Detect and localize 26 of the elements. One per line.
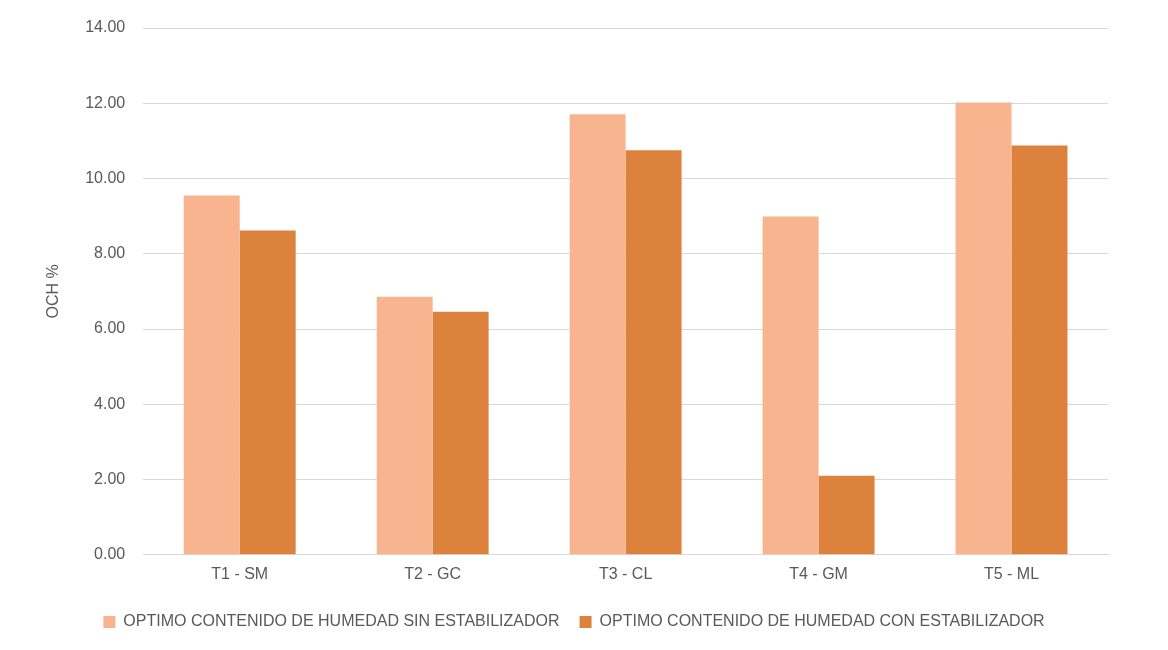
legend-label: OPTIMO CONTENIDO DE HUMEDAD SIN ESTABILIZADOR <box>123 612 560 630</box>
bar <box>432 311 489 555</box>
bar <box>625 150 682 555</box>
y-tick-label: 2.00 <box>94 469 126 487</box>
y-tick-label: 4.00 <box>94 394 126 412</box>
x-tick-label: T5 - ML <box>983 564 1040 582</box>
y-tick-label: 8.00 <box>94 244 126 262</box>
bar <box>1011 145 1068 555</box>
x-tick-label: T1 - SM <box>211 564 269 582</box>
bar <box>239 230 296 555</box>
bar <box>955 102 1012 555</box>
bar <box>569 114 626 555</box>
x-tick-label: T3 - CL <box>598 564 653 582</box>
bar <box>376 296 433 555</box>
y-tick-label: 12.00 <box>85 93 126 111</box>
bar <box>818 475 875 555</box>
x-tick-label: T2 - GC <box>404 564 462 582</box>
x-tick-label: T4 - GM <box>789 564 848 582</box>
legend-label: OPTIMO CONTENIDO DE HUMEDAD CON ESTABILIZADOR <box>599 612 1045 630</box>
y-tick-label: 0.00 <box>94 545 126 563</box>
y-tick-label: 10.00 <box>85 168 126 186</box>
y-axis-title: OCH % <box>44 264 62 319</box>
bar <box>762 216 819 555</box>
y-tick-label: 14.00 <box>85 18 126 36</box>
bar <box>183 195 240 555</box>
y-tick-label: 6.00 <box>94 319 126 337</box>
